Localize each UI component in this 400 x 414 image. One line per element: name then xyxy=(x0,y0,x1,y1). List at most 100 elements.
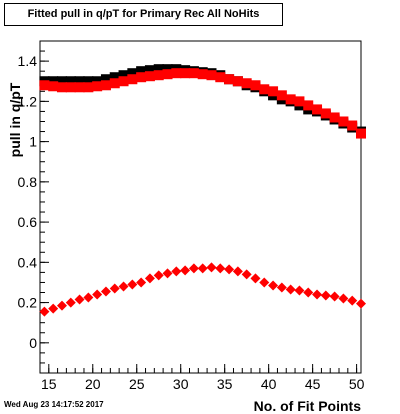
data-point xyxy=(294,285,305,296)
y-tick-label: 0 xyxy=(29,335,37,351)
y-tick-label: 0.2 xyxy=(18,295,38,311)
data-point xyxy=(127,279,138,290)
data-point xyxy=(109,283,120,294)
data-point xyxy=(56,300,67,311)
data-point xyxy=(92,76,103,87)
data-point xyxy=(338,116,349,127)
data-point xyxy=(320,290,331,301)
data-point xyxy=(144,71,155,82)
data-point xyxy=(127,74,138,85)
data-point xyxy=(268,86,279,97)
x-axis-label: No. of Fit Points xyxy=(254,398,362,414)
chart-title: Fitted pull in q/pT for Primary Rec All … xyxy=(4,3,283,26)
data-point xyxy=(39,80,50,91)
data-point xyxy=(224,264,235,275)
data-point xyxy=(118,76,129,87)
data-point xyxy=(136,277,147,288)
data-point xyxy=(74,76,85,87)
data-point xyxy=(74,294,85,305)
data-point xyxy=(162,69,173,80)
data-point xyxy=(48,81,59,92)
x-tick-label: 45 xyxy=(305,376,321,392)
data-point xyxy=(65,297,76,308)
y-tick-label: 0.6 xyxy=(18,214,38,230)
data-points xyxy=(39,64,366,317)
data-point xyxy=(241,269,252,280)
data-point xyxy=(241,78,252,89)
data-point xyxy=(144,273,155,284)
data-point xyxy=(127,68,138,79)
data-point xyxy=(162,64,173,75)
y-axis-label: pull in q/pT xyxy=(7,82,23,157)
data-point xyxy=(347,120,358,131)
data-point xyxy=(197,69,208,80)
x-tick-label: 25 xyxy=(129,376,145,392)
data-point xyxy=(215,263,226,274)
data-point xyxy=(188,68,199,79)
y-tick-label: 1.2 xyxy=(18,93,38,109)
data-point xyxy=(92,289,103,300)
data-point xyxy=(48,303,59,314)
data-point xyxy=(312,104,323,115)
data-point xyxy=(74,82,85,93)
data-point xyxy=(65,76,76,87)
data-point xyxy=(206,262,217,273)
data-point xyxy=(356,128,366,139)
data-point xyxy=(232,266,243,277)
data-point xyxy=(224,74,235,85)
data-point xyxy=(250,80,261,91)
timestamp: Wed Aug 23 14:17:52 2017 xyxy=(4,400,104,409)
x-tick-label: 35 xyxy=(217,376,233,392)
data-point xyxy=(320,108,331,119)
data-point xyxy=(109,72,120,83)
data-point xyxy=(285,284,296,295)
data-point xyxy=(171,68,182,79)
data-point xyxy=(100,286,111,297)
data-point xyxy=(56,82,67,93)
data-point xyxy=(347,295,358,306)
data-point xyxy=(83,82,94,93)
x-axis: 15 20 25 30 35 40 45 50 xyxy=(39,364,365,392)
data-point xyxy=(180,265,191,276)
data-point xyxy=(303,100,314,111)
data-point xyxy=(144,65,155,76)
data-point xyxy=(268,280,279,291)
data-point xyxy=(48,76,59,87)
y-axis: 0 0.2 0.4 0.6 0.8 1 1.2 1.4 xyxy=(18,50,49,364)
data-point xyxy=(153,64,164,75)
data-point xyxy=(83,76,94,87)
data-point xyxy=(109,78,120,89)
data-point xyxy=(303,287,314,298)
data-point xyxy=(197,263,208,274)
data-point xyxy=(65,82,76,93)
data-point xyxy=(136,66,147,77)
data-point xyxy=(153,70,164,81)
data-point xyxy=(118,70,129,81)
data-point xyxy=(206,70,217,81)
data-point xyxy=(338,293,349,304)
x-tick-label: 20 xyxy=(85,376,101,392)
data-point xyxy=(92,81,103,92)
data-point xyxy=(56,76,67,87)
y-tick-label: 1.4 xyxy=(18,53,38,69)
y-tick-label: 1 xyxy=(29,134,37,150)
data-point xyxy=(188,263,199,274)
plot-frame xyxy=(39,40,362,374)
data-point xyxy=(285,94,296,105)
data-point xyxy=(39,306,50,317)
data-point xyxy=(259,277,270,288)
data-point xyxy=(215,72,226,83)
data-point xyxy=(294,96,305,107)
data-point xyxy=(329,112,340,123)
data-point xyxy=(329,291,340,302)
data-point xyxy=(276,282,287,293)
data-point xyxy=(153,270,164,281)
x-tick-label: 30 xyxy=(173,376,189,392)
data-point xyxy=(180,68,191,79)
data-point xyxy=(118,281,129,292)
data-point xyxy=(356,298,366,309)
data-point xyxy=(276,90,287,101)
data-point xyxy=(162,268,173,279)
data-point xyxy=(100,80,111,91)
